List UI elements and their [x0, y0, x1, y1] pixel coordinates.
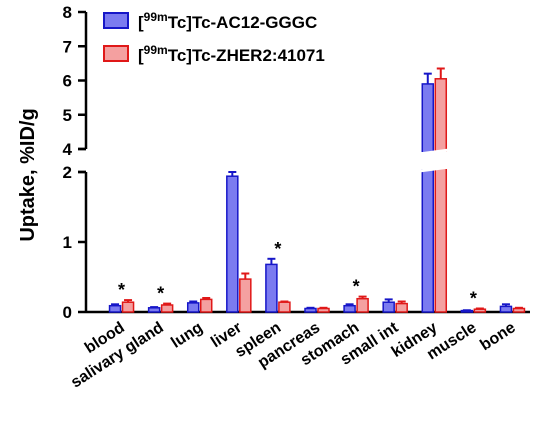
- y-axis-title: Uptake, %ID/g: [17, 108, 39, 241]
- bar: [473, 308, 487, 313]
- bar: [421, 83, 435, 313]
- legend-label: [99mTc]Tc-ZHER2:41071: [138, 43, 325, 65]
- legend-label: [99mTc]Tc-AC12-GGGC: [138, 10, 317, 32]
- break-slash: [419, 148, 450, 156]
- y-tick-label: 7: [63, 37, 72, 56]
- legend: [99mTc]Tc-AC12-GGGC [99mTc]Tc-ZHER2:41071: [103, 10, 325, 65]
- axis-break-gap: [88, 152, 532, 169]
- bar: [356, 297, 369, 313]
- significance-star: *: [157, 284, 164, 304]
- bar: [186, 302, 200, 313]
- bar: [226, 175, 239, 313]
- bar: [121, 301, 135, 313]
- bar: [395, 302, 408, 313]
- y-tick-label: 6: [63, 72, 72, 91]
- bar: [265, 263, 278, 313]
- y-tick-label: 5: [63, 106, 72, 125]
- break-slash: [419, 165, 450, 173]
- bar: [160, 304, 174, 313]
- y-tick-label: 1: [63, 233, 72, 252]
- bar: [317, 307, 330, 313]
- y-tick-label: 8: [63, 3, 72, 22]
- bar: [239, 278, 252, 313]
- legend-swatch: [103, 12, 129, 29]
- significance-star: *: [118, 280, 125, 300]
- legend-swatch: [103, 45, 129, 62]
- bars: ******: [88, 67, 532, 313]
- bar: [382, 301, 395, 313]
- bar: [343, 304, 356, 313]
- bar: [147, 307, 161, 313]
- y-tick-label: 4: [63, 140, 73, 159]
- significance-star: *: [274, 239, 281, 259]
- bar: [499, 305, 513, 313]
- bar: [512, 307, 526, 313]
- x-tick-label: bone: [477, 319, 518, 354]
- x-tick-label: lung: [168, 319, 206, 352]
- bar: [108, 304, 122, 313]
- bar: [199, 298, 213, 313]
- significance-star: *: [470, 289, 477, 309]
- bar: [278, 301, 291, 313]
- bar: [434, 78, 448, 313]
- y-tick-label: 2: [63, 163, 72, 182]
- bar: [304, 307, 317, 313]
- y-tick-label: 0: [63, 303, 72, 322]
- significance-star: *: [353, 277, 360, 297]
